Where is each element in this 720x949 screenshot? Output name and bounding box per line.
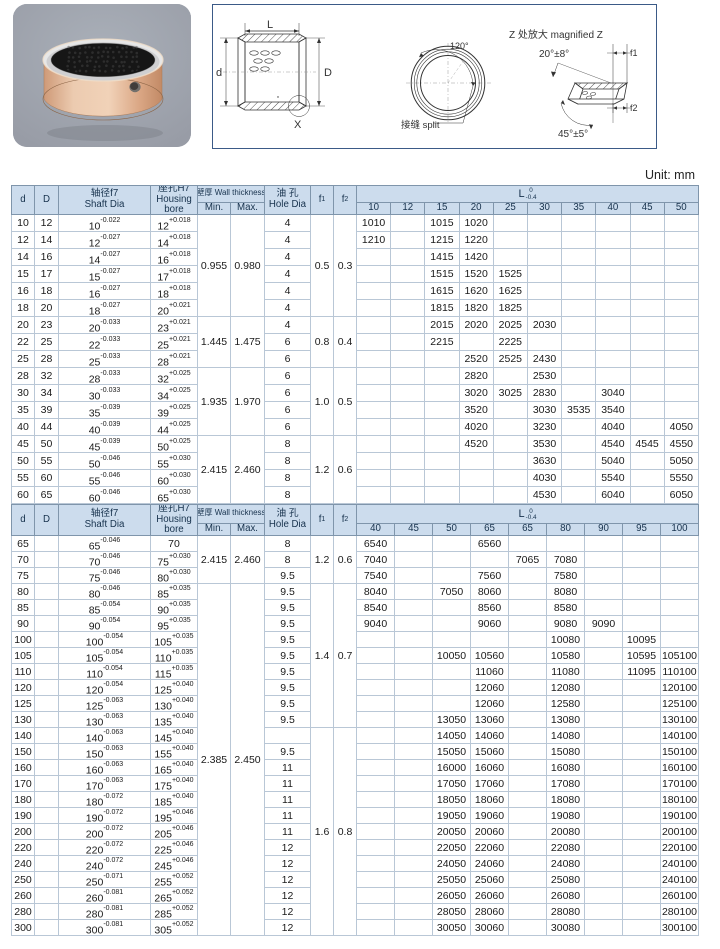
svg-text:Z 处放大 magnified Z: Z 处放大 magnified Z	[509, 28, 603, 41]
svg-text:X: X	[294, 119, 302, 131]
svg-text:45°±5°: 45°±5°	[558, 129, 588, 140]
svg-text:L: L	[267, 19, 273, 31]
svg-text:接缝 split: 接缝 split	[401, 119, 440, 131]
svg-text:f2: f2	[630, 103, 638, 113]
svg-text:D: D	[324, 67, 332, 79]
svg-text:120°: 120°	[450, 41, 469, 51]
svg-text:d: d	[216, 67, 222, 79]
svg-text:f1: f1	[630, 48, 638, 58]
svg-text:20°±8°: 20°±8°	[539, 49, 569, 60]
